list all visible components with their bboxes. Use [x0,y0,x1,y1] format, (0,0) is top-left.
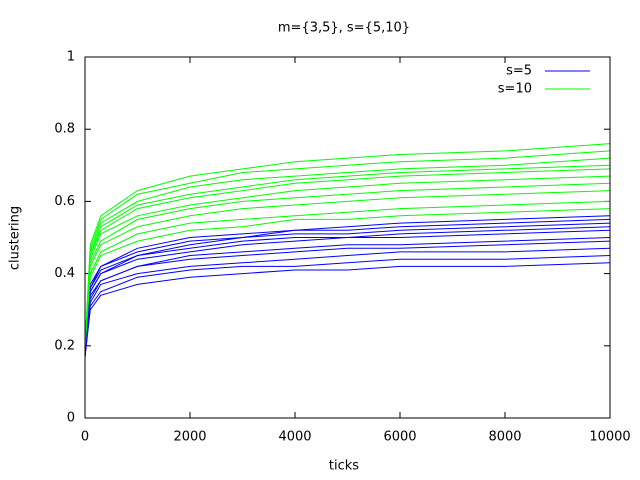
chart-title: m={3,5}, s={5,10} [278,21,410,36]
series-line [84,208,611,346]
x-tick-label: 0 [81,430,89,445]
series-line [84,237,611,357]
series-line [84,247,611,357]
series-line [84,175,611,346]
y-tick-label: 0 [67,411,75,426]
x-tick-label: 10000 [589,430,630,445]
x-axis-label: ticks [329,459,359,474]
series-line [84,168,611,346]
series-line [84,226,611,357]
y-axis-label: clustering [8,206,23,270]
series-line [84,164,611,346]
x-tick-label: 2000 [173,430,206,445]
series-line [84,190,611,346]
series-line [84,150,611,346]
series-line [84,157,611,346]
y-tick-label: 0.8 [54,122,75,137]
series-line [84,200,611,346]
series-line [84,262,611,357]
y-tick-label: 1 [67,50,75,65]
x-tick-label: 8000 [488,430,521,445]
series-line [84,218,611,357]
plot-frame [84,56,611,419]
series-line [84,182,611,346]
series-line [84,215,611,357]
x-tick-label: 4000 [278,430,311,445]
legend-label: s=5 [506,64,532,79]
y-tick-label: 0.4 [54,266,75,281]
series-line [84,240,611,357]
y-tick-label: 0.2 [54,338,75,353]
series-line [84,255,611,357]
series-line [84,143,611,346]
legend-label: s=10 [498,82,532,97]
x-tick-label: 6000 [383,430,416,445]
y-tick-label: 0.6 [54,194,75,209]
